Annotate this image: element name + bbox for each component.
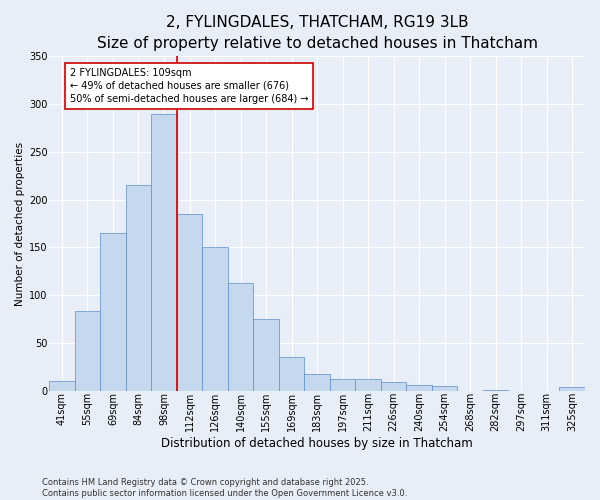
- Bar: [100, 233, 126, 390]
- Bar: [49, 381, 74, 390]
- Bar: [253, 319, 279, 390]
- Title: 2, FYLINGDALES, THATCHAM, RG19 3LB
Size of property relative to detached houses : 2, FYLINGDALES, THATCHAM, RG19 3LB Size …: [97, 15, 538, 51]
- Bar: [74, 312, 100, 390]
- Bar: [330, 379, 355, 390]
- Bar: [559, 387, 585, 390]
- Text: Contains HM Land Registry data © Crown copyright and database right 2025.
Contai: Contains HM Land Registry data © Crown c…: [42, 478, 407, 498]
- Bar: [432, 386, 457, 390]
- Bar: [304, 374, 330, 390]
- Y-axis label: Number of detached properties: Number of detached properties: [15, 142, 25, 306]
- Bar: [406, 385, 432, 390]
- Bar: [177, 214, 202, 390]
- Bar: [151, 114, 177, 390]
- Bar: [355, 379, 381, 390]
- Bar: [126, 186, 151, 390]
- Bar: [202, 248, 228, 390]
- Text: 2 FYLINGDALES: 109sqm
← 49% of detached houses are smaller (676)
50% of semi-det: 2 FYLINGDALES: 109sqm ← 49% of detached …: [70, 68, 308, 104]
- X-axis label: Distribution of detached houses by size in Thatcham: Distribution of detached houses by size …: [161, 437, 473, 450]
- Bar: [228, 282, 253, 391]
- Bar: [381, 382, 406, 390]
- Bar: [279, 357, 304, 390]
